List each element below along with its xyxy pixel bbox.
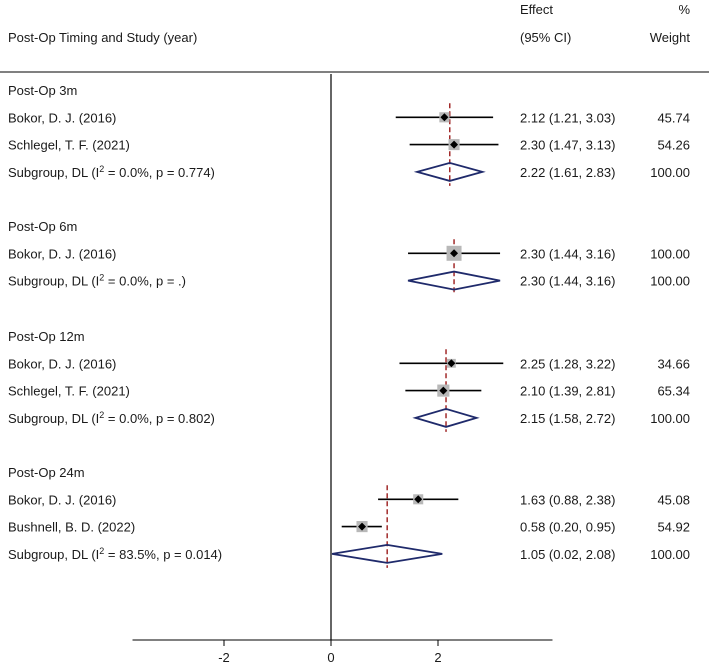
study-weight-text: 45.74 (657, 110, 690, 125)
study-weight-text: 45.08 (657, 492, 690, 507)
subgroup-diamond (331, 543, 443, 564)
header-study-col: Post-Op Timing and Study (year) (8, 30, 197, 45)
subgroup-summary-label: Subgroup, DL (I2 = 0.0%, p = 0.802) (8, 410, 215, 426)
subgroup-title: Post-Op 24m (8, 465, 85, 480)
study-point (450, 140, 459, 149)
subgroup-title: Post-Op 6m (8, 219, 77, 234)
x-tick-label: -2 (218, 650, 230, 665)
subgroup-ci-text: 2.15 (1.58, 2.72) (520, 411, 615, 426)
subgroup-weight-text: 100.00 (650, 411, 690, 426)
study-ci-text: 0.58 (0.20, 0.95) (520, 520, 615, 535)
study-label: Bokor, D. J. (2016) (8, 110, 116, 125)
study-ci-text: 2.30 (1.44, 3.16) (520, 246, 615, 261)
study-label: Bokor, D. J. (2016) (8, 492, 116, 507)
study-label: Schlegel, T. F. (2021) (8, 138, 130, 153)
subgroup-diamond (412, 407, 480, 428)
subgroup-diamond (407, 270, 501, 291)
study-ci-text: 2.25 (1.28, 3.22) (520, 356, 615, 371)
study-weight-text: 65.34 (657, 384, 690, 399)
study-weight-text: 34.66 (657, 356, 690, 371)
header-weight-pct: % (678, 2, 690, 17)
study-point (440, 113, 449, 122)
study-ci-text: 2.10 (1.39, 2.81) (520, 384, 615, 399)
header-effect: Effect (520, 2, 553, 17)
subgroup-ci-text: 1.05 (0.02, 2.08) (520, 547, 615, 562)
subgroup-weight-text: 100.00 (650, 274, 690, 289)
subgroup-summary-label: Subgroup, DL (I2 = 0.0%, p = .) (8, 273, 186, 289)
subgroup-ci-text: 2.22 (1.61, 2.83) (520, 165, 615, 180)
study-point (414, 495, 423, 504)
study-point (358, 522, 367, 531)
study-point (439, 386, 448, 395)
x-tick-label: 2 (434, 650, 441, 665)
header-effect-ci: (95% CI) (520, 30, 571, 45)
study-label: Schlegel, T. F. (2021) (8, 384, 130, 399)
header-weight: Weight (650, 30, 691, 45)
subgroup-title: Post-Op 12m (8, 329, 85, 344)
study-point (447, 359, 456, 368)
subgroup-ci-text: 2.30 (1.44, 3.16) (520, 274, 615, 289)
subgroup-summary-label: Subgroup, DL (I2 = 0.0%, p = 0.774) (8, 164, 215, 180)
study-ci-text: 2.12 (1.21, 3.03) (520, 110, 615, 125)
subgroup-title: Post-Op 3m (8, 83, 77, 98)
study-point (450, 249, 459, 258)
study-weight-text: 100.00 (650, 246, 690, 261)
subgroup-weight-text: 100.00 (650, 547, 690, 562)
study-weight-text: 54.92 (657, 520, 690, 535)
study-label: Bushnell, B. D. (2022) (8, 520, 135, 535)
study-label: Bokor, D. J. (2016) (8, 356, 116, 371)
study-ci-text: 1.63 (0.88, 2.38) (520, 492, 615, 507)
study-label: Bokor, D. J. (2016) (8, 246, 116, 261)
subgroup-weight-text: 100.00 (650, 165, 690, 180)
subgroup-summary-label: Subgroup, DL (I2 = 83.5%, p = 0.014) (8, 546, 222, 562)
study-ci-text: 2.30 (1.47, 3.13) (520, 138, 615, 153)
x-tick-label: 0 (327, 650, 334, 665)
subgroup-diamond (413, 161, 486, 182)
study-weight-text: 54.26 (657, 138, 690, 153)
